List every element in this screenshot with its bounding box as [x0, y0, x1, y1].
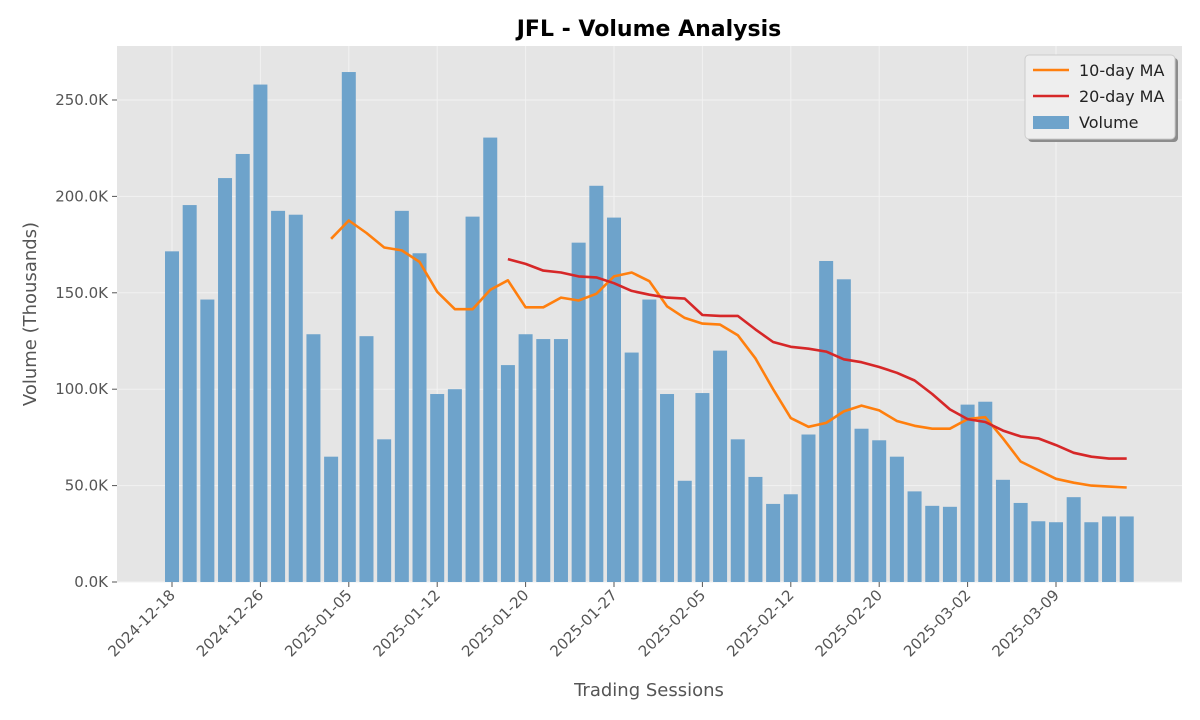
- volume-bar: [1031, 521, 1046, 582]
- ma10-line: [330, 219, 1127, 489]
- volume-bar: [412, 253, 427, 583]
- volume-bar: [713, 350, 728, 582]
- volume-bar: [960, 404, 975, 582]
- volume-bar: [536, 339, 551, 582]
- ma20-line: [507, 257, 1127, 460]
- volume-bar: [730, 439, 745, 582]
- volume-bar: [624, 352, 639, 582]
- volume-bar: [766, 503, 781, 582]
- volume-bar: [288, 214, 303, 583]
- volume-bar: [995, 479, 1010, 582]
- volume-bar: [748, 476, 763, 582]
- volume-bar: [801, 434, 816, 582]
- x-tick-label: 2025-02-12: [723, 586, 797, 660]
- volume-bar: [925, 505, 940, 582]
- volume-bar: [271, 210, 286, 582]
- x-tick-label: 2025-01-05: [281, 586, 355, 660]
- volume-bar: [642, 299, 657, 582]
- volume-bar: [889, 456, 904, 582]
- volume-bar: [218, 178, 233, 582]
- volume-bar: [182, 205, 197, 582]
- volume-bar: [553, 339, 568, 582]
- y-tick-label: 200.0K: [55, 187, 109, 205]
- volume-bar: [1084, 522, 1099, 582]
- volume-bar: [978, 401, 993, 582]
- volume-bars: [165, 72, 1134, 583]
- volume-bar: [465, 216, 480, 582]
- volume-bar: [1066, 497, 1081, 582]
- x-tick-label: 2025-02-05: [635, 586, 709, 660]
- volume-bar: [907, 491, 922, 582]
- x-tick-label: 2025-03-02: [900, 586, 974, 660]
- volume-bar: [253, 84, 268, 582]
- y-tick-label: 50.0K: [65, 477, 109, 495]
- volume-bar: [660, 394, 675, 582]
- volume-bar: [1119, 516, 1134, 582]
- x-axis: 2024-12-18 2024-12-26 2025-01-05 2025-01-12…: [104, 582, 1063, 660]
- legend-ma10-label: 10-day MA: [1079, 61, 1164, 80]
- legend-volume-label: Volume: [1079, 113, 1139, 132]
- volume-bar: [1013, 502, 1028, 582]
- x-tick-label: 2025-01-20: [458, 586, 532, 660]
- x-tick-label: 2025-03-09: [988, 586, 1062, 660]
- x-tick-label: 2025-01-27: [546, 586, 620, 660]
- x-tick-label: 2024-12-18: [104, 586, 178, 660]
- volume-bar: [1102, 516, 1117, 582]
- volume-bar: [836, 279, 851, 582]
- volume-bar: [677, 480, 692, 582]
- x-axis-label: Trading Sessions: [573, 680, 724, 701]
- y-tick-label: 150.0K: [55, 284, 109, 302]
- x-tick-label: 2024-12-26: [193, 586, 267, 660]
- volume-bar: [324, 456, 339, 582]
- moving-average-lines: [330, 219, 1127, 489]
- volume-bar: [483, 137, 498, 582]
- volume-bar: [394, 210, 409, 582]
- y-tick-label: 100.0K: [55, 380, 109, 398]
- volume-bar: [518, 334, 533, 582]
- chart-title: JFL - Volume Analysis: [515, 17, 781, 42]
- legend: 10-day MA 20-day MA Volume: [1024, 54, 1178, 142]
- volume-bar: [341, 72, 356, 582]
- legend-volume-swatch: [1033, 116, 1069, 129]
- volume-bar: [942, 506, 957, 582]
- volume-bar: [377, 439, 392, 582]
- volume-bar: [165, 251, 179, 582]
- y-axis-label: Volume (Thousands): [20, 222, 41, 406]
- volume-bar: [306, 334, 321, 582]
- volume-bar: [430, 394, 445, 582]
- volume-bar: [589, 185, 604, 582]
- x-tick-label: 2025-02-20: [812, 586, 886, 660]
- y-tick-label: 0.0K: [74, 573, 109, 591]
- volume-bar: [500, 365, 515, 582]
- y-tick-label: 250.0K: [55, 91, 109, 109]
- volume-bar: [695, 393, 710, 582]
- volume-bar: [783, 494, 798, 582]
- x-tick-label: 2025-01-12: [370, 586, 444, 660]
- volume-bar: [872, 440, 887, 582]
- volume-bar: [447, 389, 462, 582]
- y-axis: 0.0K 50.0K 100.0K 150.0K 200.0K 250.0K: [55, 91, 117, 591]
- volume-bar: [571, 242, 586, 582]
- volume-bar: [235, 153, 250, 582]
- volume-bar: [607, 217, 621, 583]
- volume-bar: [1049, 522, 1063, 582]
- legend-ma20-label: 20-day MA: [1079, 87, 1164, 106]
- volume-bar: [854, 428, 869, 582]
- volume-bar: [359, 336, 374, 582]
- volume-bar: [200, 299, 215, 582]
